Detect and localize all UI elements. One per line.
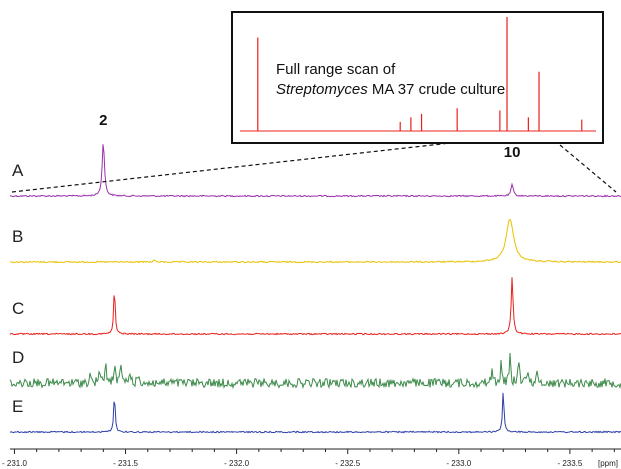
spectrum-trace-a [9, 144, 621, 198]
x-tick-label: - 231.5 [113, 459, 138, 468]
x-tick-label: - 232.0 [224, 459, 249, 468]
x-tick-label: - 232.5 [335, 459, 360, 468]
spectrum-trace-e [9, 392, 621, 434]
peak-labels: 2 10 [99, 112, 520, 161]
peak-label: 2 [99, 112, 107, 129]
spectrum-trace-b [9, 218, 621, 264]
zoom-guide-line [11, 140, 469, 193]
inset-caption-strain: MA 37 crude culture [367, 81, 506, 98]
peak-label: 10 [504, 144, 521, 161]
spectra-group [9, 144, 621, 434]
x-tick-label: - 233.5 [557, 459, 582, 468]
inset-panel [231, 11, 604, 144]
spectrum-labels: A B C D E [12, 161, 24, 416]
spectrum-trace-d [9, 352, 621, 390]
x-tick-label: - 233.0 [446, 459, 471, 468]
spectrum-label-a: A [12, 161, 24, 180]
zoom-lines [11, 140, 617, 193]
x-unit-label: [ppm] [598, 459, 618, 468]
inset-caption-line1: Full range scan of [276, 61, 396, 78]
inset-caption: Full range scan of Streptomyces MA 37 cr… [276, 60, 516, 100]
spectrum-label-e: E [12, 397, 23, 416]
spectrum-trace-c [9, 277, 621, 336]
zoom-guide-line [559, 144, 617, 193]
x-axis: - 231.0 - 231.5 - 232.0 - 232.5 - 233.0 - 233… [2, 448, 621, 468]
inset-frame [231, 11, 604, 144]
spectrum-label-c: C [12, 299, 24, 318]
spectrum-label-d: D [12, 348, 24, 367]
inset-caption-species: Streptomyces [276, 81, 368, 98]
inset-caption-line2: Streptomyces MA 37 crude culture [276, 80, 516, 100]
spectrum-label-b: B [12, 227, 23, 246]
x-tick-label: - 231.0 [2, 459, 27, 468]
